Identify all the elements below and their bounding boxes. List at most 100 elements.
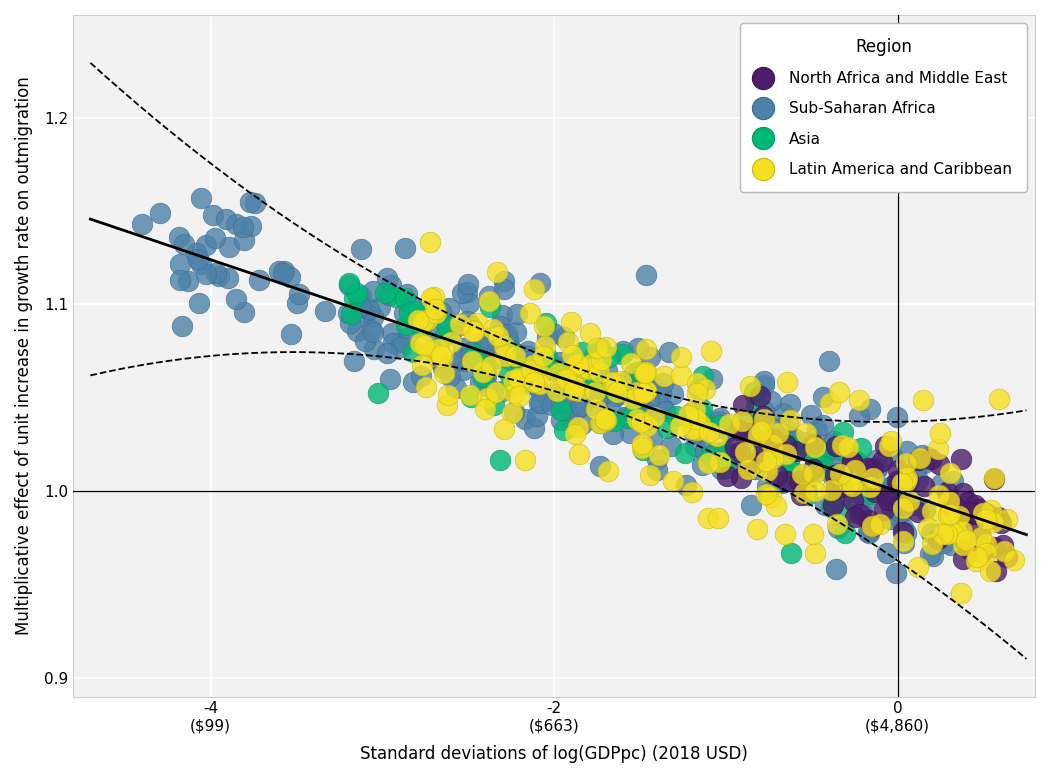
Point [552,413,569,426]
Point [563,357,580,370]
Point [532,359,549,371]
Point [590,390,607,402]
Point [655,370,672,383]
Point [715,450,732,462]
Point [740,427,757,440]
Point [551,356,568,369]
Point [592,416,609,429]
Point [397,319,414,331]
Point [922,527,939,539]
Point [668,410,685,422]
Point [962,544,979,556]
Point [758,465,775,478]
Point [689,377,706,389]
Point [383,327,400,339]
Point [405,376,422,388]
Point [963,543,980,555]
Point [608,386,625,398]
Point [917,503,933,515]
Point [806,458,823,471]
Point [548,385,565,398]
Point [442,370,459,382]
Point [736,447,753,459]
Point [651,449,668,461]
Point [763,440,780,452]
Point [637,384,654,397]
Point [251,274,268,286]
Point [810,460,826,472]
Point [416,339,433,352]
Point [838,464,855,476]
Point [898,457,915,469]
Point [417,304,434,317]
Point [532,368,549,380]
Point [929,443,946,455]
Point [895,538,911,550]
Point [927,529,944,541]
Point [512,375,529,387]
Point [942,508,959,520]
Point [571,448,588,461]
Point [638,268,655,281]
Point [796,486,813,499]
Point [647,382,664,394]
Point [782,414,799,426]
Point [901,496,918,508]
Point [538,317,554,329]
Point [570,401,587,414]
Point [171,231,188,244]
Point [731,424,748,436]
Point [570,384,587,397]
Point [770,475,786,488]
Point [850,394,867,406]
Point [509,371,526,384]
Point [864,471,881,484]
Point [455,355,471,367]
Point [399,288,416,300]
Point [642,468,658,481]
Point [791,475,807,487]
Point [570,359,587,372]
Point [427,307,444,320]
Point [953,524,970,537]
Point [496,423,512,436]
Point [494,310,510,322]
Point [596,412,613,425]
Point [480,289,497,302]
Point [960,496,977,508]
Point [475,336,491,349]
Point [699,511,716,524]
Point [773,477,790,489]
Point [489,352,506,364]
Point [727,457,743,470]
Point [930,458,947,471]
Point [978,538,994,550]
Point [752,390,769,402]
Point [859,468,876,481]
Point [954,487,971,499]
Point [694,459,711,471]
Point [271,265,288,277]
Point [501,367,518,380]
Point [566,428,583,440]
Point [396,292,413,304]
Point [802,408,819,421]
Point [755,448,772,461]
Point [554,368,571,380]
Point [510,377,527,389]
Point [606,415,623,428]
Point [475,371,491,384]
Point [884,450,901,462]
Point [884,479,901,492]
Point [410,305,426,317]
Point [381,289,398,301]
Point [572,400,589,412]
Point [779,431,796,443]
Point [475,366,491,378]
Point [947,502,964,514]
Point [517,412,533,425]
Point [419,314,436,327]
Point [585,357,602,370]
Point [660,345,677,358]
Point [340,279,357,292]
